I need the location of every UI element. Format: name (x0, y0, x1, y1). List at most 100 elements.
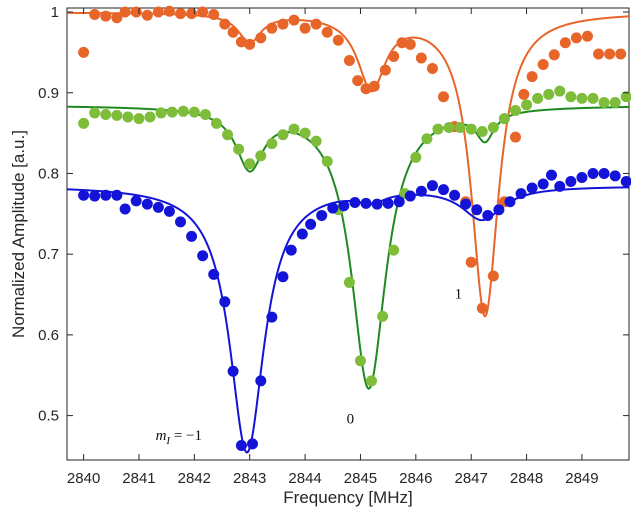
data-point (111, 189, 123, 201)
fit-line-2 (66, 186, 630, 454)
data-point (219, 18, 231, 30)
data-point (532, 92, 544, 104)
data-point (130, 195, 142, 207)
data-point (620, 176, 631, 188)
data-point (277, 271, 289, 283)
data-point (521, 99, 533, 111)
data-point (288, 14, 300, 26)
data-point (482, 209, 494, 221)
data-point (163, 5, 175, 17)
y-tick-label: 1 (51, 4, 59, 21)
data-point (197, 6, 209, 18)
data-point (305, 218, 317, 230)
data-point (235, 439, 247, 451)
data-point (119, 203, 131, 215)
x-tick-label: 2841 (122, 470, 155, 487)
x-axis-label: Frequency [MHz] (283, 488, 412, 507)
data-point (587, 167, 599, 179)
data-point (454, 121, 466, 133)
data-point (379, 64, 391, 76)
data-point (543, 88, 555, 100)
data-point (548, 49, 560, 61)
x-axis-ticks: 2840 2841 2842 2843 2844 2845 2846 2847 2848 2849 (67, 8, 599, 487)
y-tick-label: 0.9 (38, 85, 59, 102)
data-point (130, 6, 142, 18)
x-tick-label: 2847 (455, 470, 488, 487)
data-point (509, 105, 521, 117)
data-point (576, 172, 588, 183)
data-point (460, 198, 472, 210)
data-point (100, 10, 112, 22)
plot-frame (66, 7, 630, 461)
y-axis-ticks: 0.5 0.6 0.7 0.8 0.9 1 (38, 4, 629, 425)
data-point (310, 135, 322, 147)
data-point (277, 129, 289, 141)
data-point (233, 143, 245, 155)
data-point (288, 123, 300, 135)
data-point (559, 37, 571, 49)
data-point (426, 180, 438, 192)
data-point (493, 204, 505, 216)
fit-line-1 (66, 105, 630, 390)
y-axis-label: Normalized Amplitude [a.u.] (9, 130, 28, 338)
data-point (327, 202, 339, 214)
data-point (415, 52, 427, 64)
data-point (255, 150, 267, 162)
data-point (354, 355, 366, 367)
data-point (443, 121, 455, 133)
data-point (349, 197, 361, 209)
data-point (615, 48, 627, 60)
data-point (235, 36, 247, 48)
data-point (587, 92, 599, 104)
data-point (565, 91, 577, 103)
data-point (119, 6, 131, 18)
data-point (100, 189, 112, 201)
y-tick-label: 0.8 (38, 165, 59, 182)
data-point (537, 59, 549, 70)
data-point (438, 91, 450, 103)
data-point (593, 48, 605, 60)
annotations: 1 0 mI = −1 (156, 287, 462, 447)
data-point (526, 182, 538, 194)
data-point (371, 198, 383, 210)
data-point (321, 26, 333, 38)
x-tick-label: 2844 (288, 470, 321, 487)
data-point (518, 88, 530, 100)
data-point (186, 230, 198, 242)
data-point (449, 189, 461, 201)
data-point (343, 54, 355, 66)
data-point (177, 105, 189, 117)
data-points (78, 5, 631, 451)
data-point (266, 311, 278, 323)
data-point (393, 196, 405, 208)
data-point (526, 71, 538, 83)
data-point (186, 8, 198, 20)
data-point (244, 158, 256, 170)
data-point (78, 46, 90, 58)
data-point (598, 96, 610, 108)
data-point (388, 244, 400, 256)
data-point (504, 196, 516, 208)
data-point (197, 250, 209, 262)
data-point (310, 18, 322, 30)
data-point (360, 83, 372, 95)
data-point (581, 30, 593, 42)
data-point (476, 302, 488, 314)
data-point (415, 185, 427, 197)
data-point (465, 123, 477, 135)
data-point (404, 38, 416, 50)
annotation-label: 1 (455, 287, 463, 303)
data-point (545, 169, 557, 181)
data-point (111, 109, 123, 121)
data-point (219, 296, 231, 308)
data-point (175, 216, 187, 228)
data-point (396, 37, 408, 49)
data-point (266, 22, 278, 34)
data-point (299, 22, 311, 34)
data-point (368, 80, 380, 92)
data-point (227, 26, 239, 38)
data-point (360, 197, 372, 209)
x-tick-label: 2840 (67, 470, 100, 487)
data-point (188, 106, 200, 118)
